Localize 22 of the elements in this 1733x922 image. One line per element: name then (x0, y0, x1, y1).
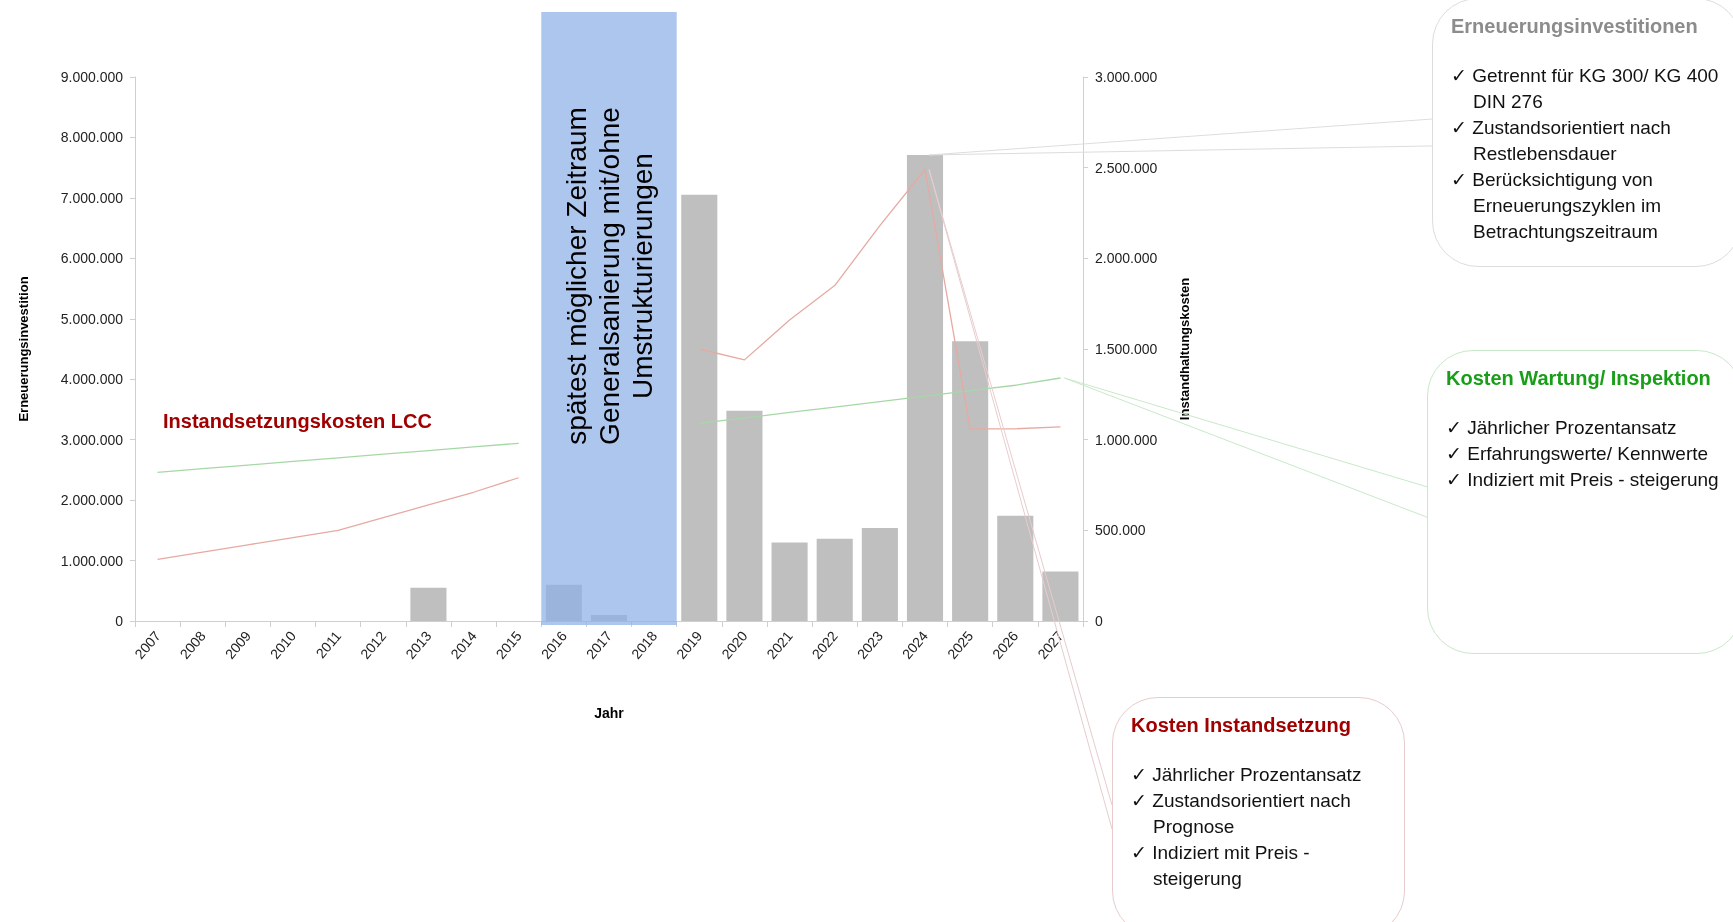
annotation: Instandsetzungskosten LCC (163, 410, 432, 433)
y-tick-label: 5.000.000 (60, 310, 124, 327)
y-tick-label: 2.000.000 (60, 492, 124, 509)
y2-tick-label: 1.000.000 (1095, 431, 1158, 448)
y-tick-label: 9.000.000 (60, 69, 124, 85)
y-axis-title: Erneuerungsinvestition (16, 276, 31, 422)
x-axis-title: Jahr (594, 705, 625, 721)
y-tick-label: 0 (115, 613, 124, 629)
y2-tick-label: 1.500.000 (1095, 341, 1158, 357)
y-tick-label: 1.000.000 (60, 552, 124, 569)
y2-tick-label: 500.000 (1095, 522, 1146, 539)
y2-tick-label: 3.000.000 (1095, 69, 1158, 85)
y-tick-label: 8.000.000 (60, 129, 124, 146)
y2-axis-title: Instandhaltungskosten (1177, 277, 1192, 421)
y-tick-label: 7.000.000 (60, 189, 124, 206)
y2-tick-label: 2.000.000 (1095, 250, 1158, 267)
y2-tick-label: 0 (1095, 613, 1103, 629)
band-label: spätest möglicher Zeitraum Generalsanierung mit/ohne Umstrukturierungen (559, 106, 659, 445)
y2-tick-label: 2.500.000 (1095, 159, 1158, 176)
y-tick-label: 4.000.000 (60, 371, 124, 388)
y-tick-label: 3.000.000 (60, 431, 124, 448)
y-tick-label: 6.000.000 (60, 250, 124, 267)
